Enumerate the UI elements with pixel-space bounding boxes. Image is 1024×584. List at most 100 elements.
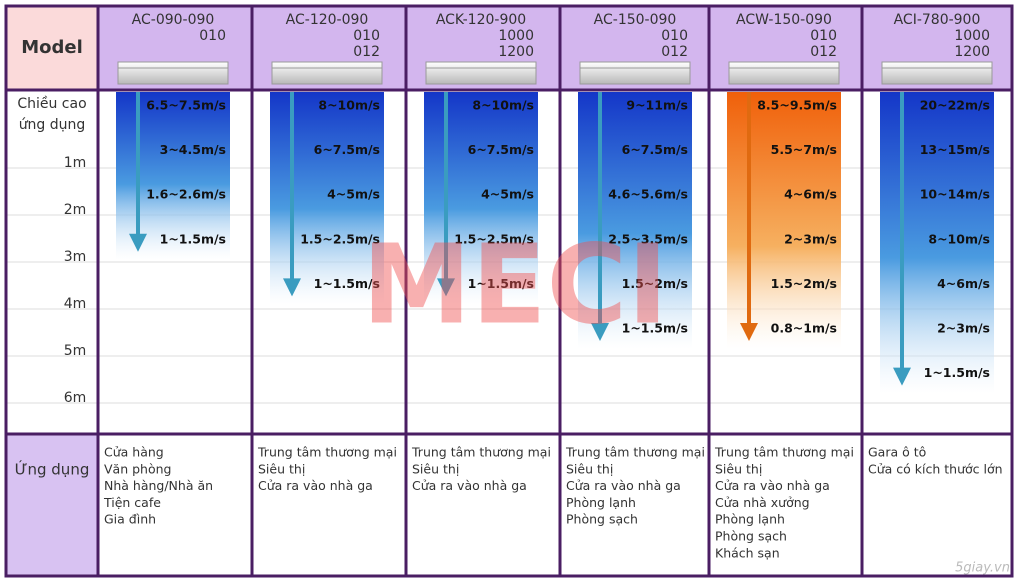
speed: 5.5~7m/s [771, 142, 837, 157]
arrow-head [591, 323, 609, 341]
speed: 8~10m/s [472, 98, 534, 113]
speed: 4~6m/s [937, 276, 990, 291]
speed: 0.8~1m/s [771, 321, 837, 336]
speed: 4~6m/s [784, 187, 837, 202]
application: Tiện cafe [103, 495, 161, 510]
application: Cửa ra vào nhà ga [258, 478, 373, 493]
speed: 1.6~2.6m/s [146, 187, 226, 202]
application: Cửa ra vào nhà ga [566, 478, 681, 493]
speed: 1~1.5m/s [622, 321, 688, 336]
watermark: MECI [362, 220, 668, 348]
airflow [424, 92, 538, 305]
model-name: 1000 [498, 28, 534, 44]
model-name: AC-090-090 [132, 12, 215, 28]
application: Cửa ra vào nhà ga [412, 478, 527, 493]
application: Trung tâm thương mại [411, 445, 551, 460]
application: Cửa nhà xưởng [715, 495, 810, 510]
model-name: 012 [661, 44, 688, 60]
model-name: AC-150-090 [594, 12, 677, 28]
model-header-row [98, 6, 1012, 90]
speed: 13~15m/s [920, 142, 990, 157]
arrow-head [283, 278, 301, 297]
speed: 8~10m/s [928, 231, 990, 246]
application: Siêu thị [566, 461, 613, 476]
model-name: 1200 [954, 44, 990, 60]
speed: 1~1.5m/s [160, 231, 226, 246]
speed: 1.5~2m/s [622, 276, 688, 291]
model-label: Model [21, 37, 83, 58]
model-bar [117, 61, 229, 85]
airflow [116, 92, 230, 260]
application: Gara ô tô [868, 445, 926, 460]
application-label-cell [6, 434, 98, 576]
application: Cửa hàng [104, 445, 164, 460]
airflow [880, 92, 994, 394]
application: Phòng lạnh [715, 512, 785, 527]
model-name: 010 [353, 28, 380, 44]
speed: 1.5~2.5m/s [454, 231, 534, 246]
application: Siêu thị [258, 461, 305, 476]
height-tick: 6m [64, 390, 87, 406]
arrow-head [129, 233, 147, 252]
speed: 6~7.5m/s [314, 142, 380, 157]
speed: 1~1.5m/s [924, 365, 990, 380]
model-name: ACK-120-900 [436, 12, 526, 28]
application: Trung tâm thương mại [714, 445, 854, 460]
model-name: 010 [199, 28, 226, 44]
model-name: 010 [810, 28, 837, 44]
application: Siêu thị [412, 461, 459, 476]
application: Cửa ra vào nhà ga [715, 478, 830, 493]
arrow-head [740, 323, 758, 341]
table-border [4, 4, 1014, 578]
arrow-head [893, 367, 911, 386]
application: Siêu thị [715, 461, 762, 476]
model-bar [425, 61, 537, 85]
model-name: 1200 [498, 44, 534, 60]
application: Trung tâm thương mại [257, 445, 397, 460]
airflow [727, 92, 841, 349]
table-body: 1m2m3m4m5m6mAC-090-0900106.5~7.5m/s3~4.5… [6, 6, 1012, 576]
application: Văn phòng [104, 461, 171, 476]
model-name: 1000 [954, 28, 990, 44]
model-bar [728, 61, 840, 85]
arrow-head [437, 278, 455, 297]
speed: 8~10m/s [318, 98, 380, 113]
height-label: Chiều cao [17, 95, 86, 112]
speed: 1~1.5m/s [468, 276, 534, 291]
speed: 4~5m/s [481, 187, 534, 202]
model-name: AC-120-090 [286, 12, 369, 28]
speed: 1.5~2m/s [771, 276, 837, 291]
application: Phòng lạnh [566, 495, 636, 510]
speed: 6~7.5m/s [468, 142, 534, 157]
application: Trung tâm thương mại [565, 445, 705, 460]
model-name: 012 [353, 44, 380, 60]
application: Phòng sạch [566, 512, 638, 527]
model-label-cell [6, 6, 98, 90]
application: Gia đình [104, 512, 156, 527]
height-tick: 2m [64, 202, 87, 218]
application-label: Ứng dụng [15, 460, 90, 479]
speed: 8.5~9.5m/s [757, 98, 837, 113]
application: Nhà hàng/Nhà ăn [104, 478, 213, 493]
model-name: ACW-150-090 [736, 12, 832, 28]
speed: 10~14m/s [920, 187, 990, 202]
speed: 1.5~2.5m/s [300, 231, 380, 246]
airflow [270, 92, 384, 305]
model-bar [579, 61, 691, 85]
height-label: ứng dụng [19, 117, 86, 133]
model-name: 010 [661, 28, 688, 44]
speed: 6.5~7.5m/s [146, 98, 226, 113]
height-tick: 5m [64, 343, 87, 359]
height-tick: 1m [64, 155, 87, 171]
speed: 9~11m/s [626, 98, 688, 113]
height-tick: 4m [64, 296, 87, 312]
speed: 4~5m/s [327, 187, 380, 202]
model-bar [271, 61, 383, 85]
model-name: ACI-780-900 [894, 12, 981, 28]
application: Cửa có kích thước lớn [868, 461, 1003, 476]
airflow [578, 92, 692, 349]
speed: 4.6~5.6m/s [608, 187, 688, 202]
speed: 6~7.5m/s [622, 142, 688, 157]
watermark: 5giay.vn [955, 561, 1010, 576]
